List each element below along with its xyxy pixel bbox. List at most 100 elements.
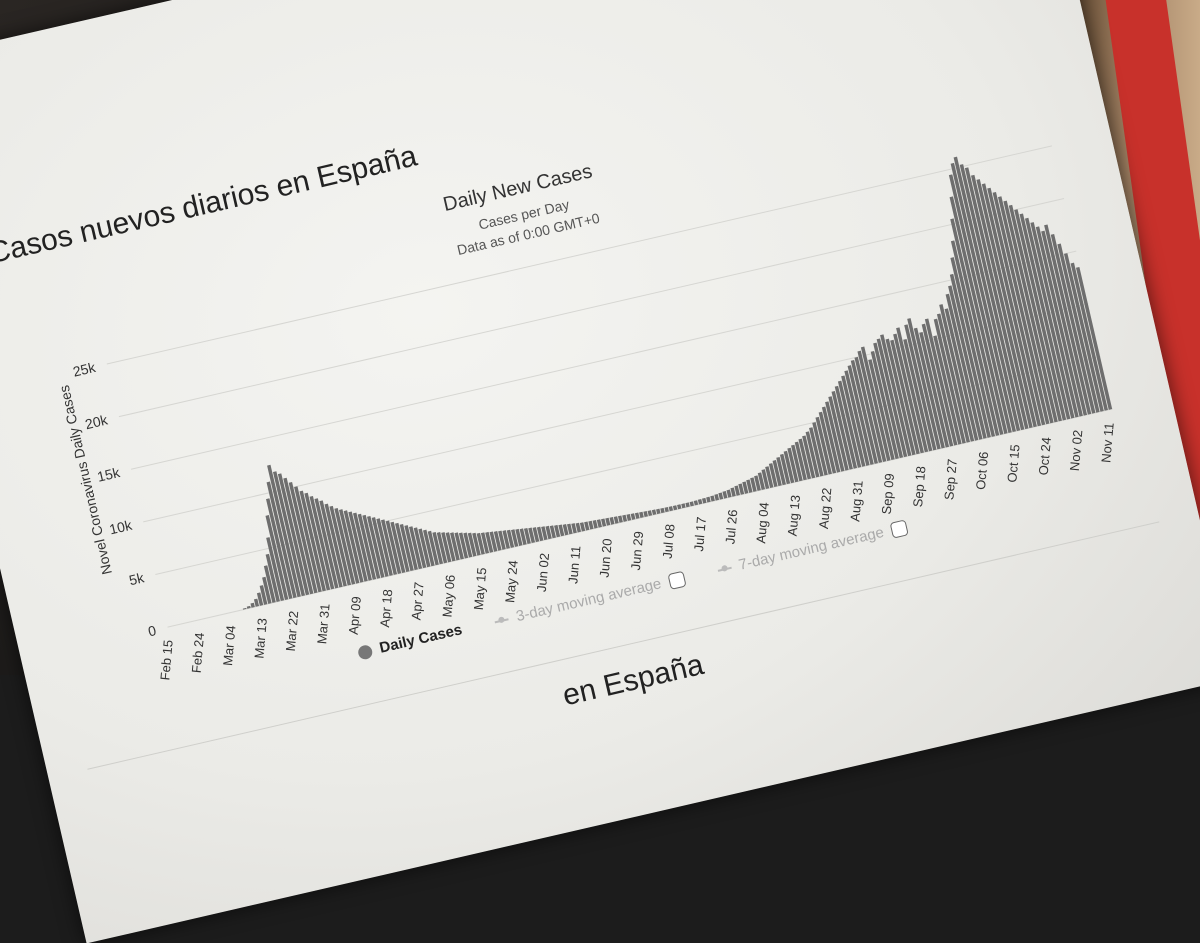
bar[interactable] (945, 293, 983, 440)
bar[interactable] (904, 324, 937, 451)
bar[interactable] (643, 510, 648, 517)
bar[interactable] (536, 526, 544, 542)
bar[interactable] (893, 333, 924, 454)
bar[interactable] (834, 385, 858, 469)
bar[interactable] (294, 486, 322, 593)
bar[interactable] (677, 504, 682, 510)
bar[interactable] (253, 598, 260, 607)
bar[interactable] (266, 537, 285, 601)
bar[interactable] (794, 441, 807, 481)
bar[interactable] (896, 327, 929, 453)
bar[interactable] (913, 327, 945, 449)
bar[interactable] (353, 512, 372, 581)
bar[interactable] (857, 350, 887, 462)
bar[interactable] (844, 370, 870, 466)
bar[interactable] (693, 500, 699, 506)
bar[interactable] (259, 585, 268, 605)
bar[interactable] (765, 466, 774, 489)
bar[interactable] (944, 308, 979, 441)
bar[interactable] (1024, 217, 1075, 419)
bar[interactable] (549, 525, 556, 539)
bar[interactable] (805, 431, 820, 478)
bar[interactable] (601, 518, 607, 527)
bar[interactable] (787, 447, 799, 483)
bar[interactable] (750, 477, 757, 492)
bar[interactable] (821, 406, 841, 473)
bar[interactable] (376, 518, 393, 576)
bar[interactable] (738, 483, 745, 495)
bar[interactable] (1063, 253, 1104, 412)
bar[interactable] (812, 422, 828, 476)
bar[interactable] (873, 342, 904, 459)
bar[interactable] (948, 285, 987, 439)
bar[interactable] (432, 531, 444, 565)
bar[interactable] (992, 192, 1050, 425)
bar[interactable] (299, 490, 326, 592)
bar[interactable] (828, 396, 849, 471)
bar[interactable] (933, 318, 966, 444)
bar[interactable] (458, 532, 469, 559)
bar[interactable] (314, 498, 339, 589)
bar[interactable] (768, 463, 778, 488)
bar[interactable] (714, 494, 720, 501)
bar[interactable] (933, 335, 962, 445)
bar[interactable] (950, 257, 996, 437)
bar[interactable] (413, 527, 427, 569)
bar[interactable] (664, 506, 669, 513)
bar[interactable] (950, 240, 1000, 436)
bar[interactable] (532, 527, 540, 543)
bar[interactable] (651, 509, 657, 516)
bar[interactable] (950, 218, 1004, 435)
bar[interactable] (515, 528, 523, 546)
bar[interactable] (936, 313, 970, 443)
bar[interactable] (343, 510, 364, 583)
bar[interactable] (265, 553, 280, 602)
bar[interactable] (802, 435, 816, 479)
bar[interactable] (837, 380, 862, 468)
bar[interactable] (541, 526, 548, 541)
bar[interactable] (948, 174, 1012, 433)
bar[interactable] (493, 531, 502, 551)
bar[interactable] (1008, 204, 1062, 422)
bar[interactable] (246, 605, 251, 609)
bar[interactable] (890, 339, 920, 455)
bar[interactable] (685, 502, 690, 508)
bar[interactable] (885, 338, 916, 456)
bar[interactable] (288, 481, 318, 594)
bar[interactable] (950, 162, 1016, 433)
bar[interactable] (436, 532, 448, 564)
bar[interactable] (409, 526, 423, 570)
bar[interactable] (357, 513, 377, 580)
bar[interactable] (571, 523, 577, 534)
bar[interactable] (997, 196, 1054, 424)
bar[interactable] (850, 359, 878, 464)
bar[interactable] (309, 496, 335, 590)
bar[interactable] (613, 516, 619, 524)
bar[interactable] (584, 521, 590, 531)
bar[interactable] (903, 339, 933, 452)
bar[interactable] (467, 532, 477, 557)
bar[interactable] (395, 522, 410, 573)
bar[interactable] (1003, 200, 1058, 423)
bar[interactable] (267, 464, 301, 598)
bar[interactable] (579, 522, 586, 532)
bar[interactable] (1057, 243, 1100, 413)
bar[interactable] (1075, 266, 1113, 410)
bar[interactable] (730, 487, 736, 497)
bar[interactable] (266, 481, 297, 599)
bar[interactable] (399, 523, 414, 572)
bar[interactable] (256, 592, 264, 606)
bar[interactable] (588, 520, 594, 530)
bar[interactable] (575, 522, 582, 533)
bar[interactable] (660, 507, 665, 514)
bar[interactable] (924, 318, 958, 446)
bar[interactable] (809, 427, 824, 477)
bar[interactable] (324, 503, 347, 587)
bar[interactable] (617, 515, 623, 523)
bar[interactable] (718, 492, 724, 500)
bar[interactable] (668, 506, 674, 512)
bar[interactable] (981, 183, 1042, 427)
bar[interactable] (626, 513, 632, 521)
bar[interactable] (630, 513, 636, 520)
bar[interactable] (672, 505, 678, 511)
